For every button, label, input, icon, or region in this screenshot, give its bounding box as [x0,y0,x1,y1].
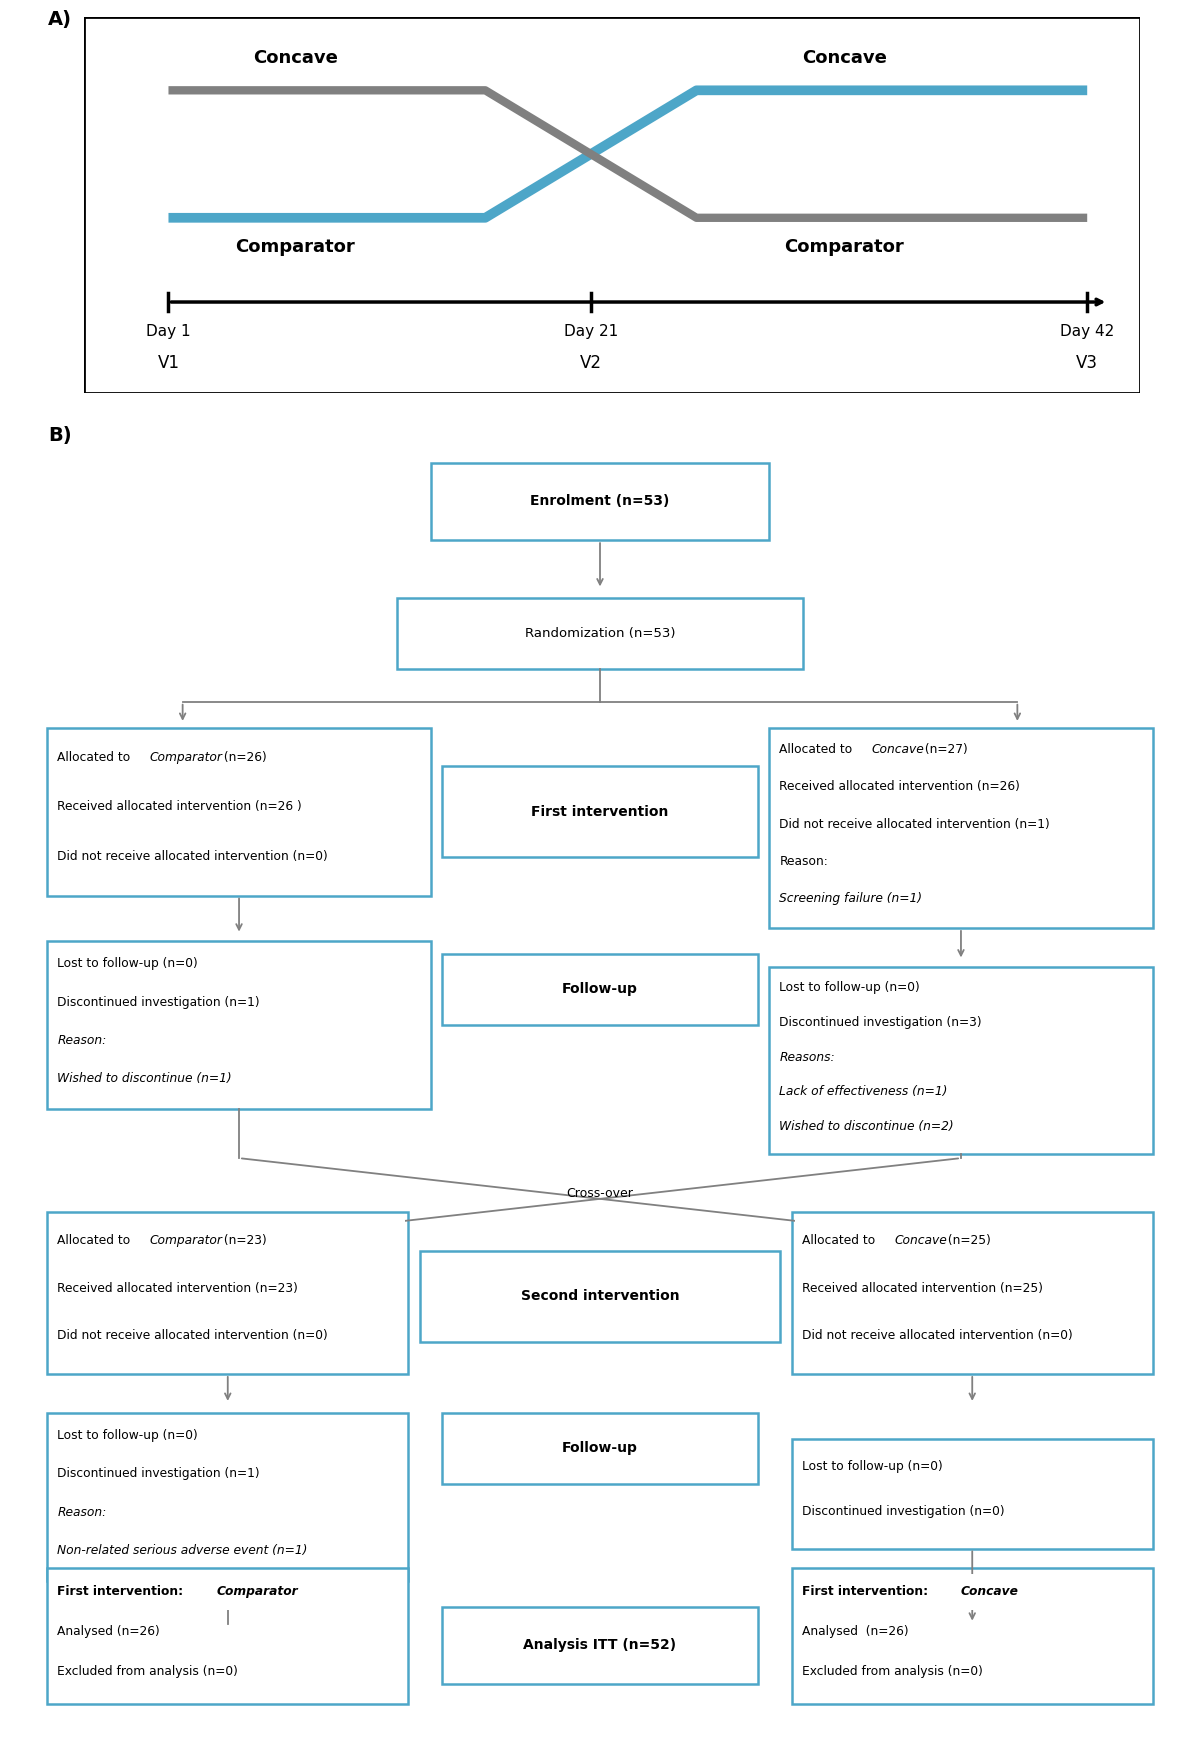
Text: Day 42: Day 42 [1060,325,1115,339]
Text: First intervention:: First intervention: [802,1585,932,1599]
Text: Wished to discontinue (n=1): Wished to discontinue (n=1) [58,1073,232,1085]
Text: Excluded from analysis (n=0): Excluded from analysis (n=0) [58,1665,239,1679]
Text: Concave: Concave [894,1235,947,1247]
FancyBboxPatch shape [442,1413,758,1483]
Text: Comparator: Comparator [216,1585,298,1599]
Text: Allocated to: Allocated to [58,1235,134,1247]
FancyBboxPatch shape [47,1569,408,1703]
FancyBboxPatch shape [47,942,431,1109]
Text: Received allocated intervention (n=25): Received allocated intervention (n=25) [802,1282,1043,1295]
Text: (n=27): (n=27) [922,744,968,756]
Text: Reason:: Reason: [58,1506,107,1518]
Text: Concave: Concave [961,1585,1019,1599]
FancyBboxPatch shape [397,599,803,669]
FancyBboxPatch shape [769,966,1153,1155]
FancyBboxPatch shape [420,1251,780,1342]
Text: (n=23): (n=23) [221,1235,268,1247]
Text: Screening failure (n=1): Screening failure (n=1) [779,891,923,905]
FancyBboxPatch shape [50,1219,404,1263]
FancyBboxPatch shape [442,1607,758,1684]
Text: Allocated to Concave (n=27): Allocated to Concave (n=27) [779,744,956,756]
Text: Follow-up: Follow-up [562,982,638,996]
Text: Lack of effectiveness (n=1): Lack of effectiveness (n=1) [779,1085,948,1099]
Text: Comparator: Comparator [785,238,904,257]
Text: V1: V1 [157,355,180,372]
Text: Lost to follow-up (n=0): Lost to follow-up (n=0) [58,1429,198,1443]
Text: Reason:: Reason: [779,854,828,868]
Text: Lost to follow-up (n=0): Lost to follow-up (n=0) [58,957,198,970]
Text: Concave: Concave [802,49,887,68]
Text: Follow-up: Follow-up [562,1441,638,1455]
Text: Allocated to Comparator (n=23): Allocated to Comparator (n=23) [58,1235,254,1247]
FancyBboxPatch shape [769,728,1153,928]
Text: First intervention: First intervention [532,805,668,819]
Text: A): A) [48,10,72,30]
Text: Randomization (n=53): Randomization (n=53) [524,627,676,641]
Text: V2: V2 [580,355,602,372]
Text: Did not receive allocated intervention (n=0): Did not receive allocated intervention (… [58,849,328,863]
Text: Day 1: Day 1 [146,325,191,339]
Text: Allocated to: Allocated to [58,751,134,763]
Text: Analysed (n=26): Analysed (n=26) [58,1625,160,1639]
FancyBboxPatch shape [84,17,1140,393]
FancyBboxPatch shape [47,1212,408,1373]
Text: Cross-over: Cross-over [566,1186,634,1200]
Text: Comparator: Comparator [150,1235,222,1247]
Text: Concave: Concave [253,49,337,68]
FancyBboxPatch shape [792,1440,1153,1548]
Text: Day 21: Day 21 [564,325,618,339]
Text: Discontinued investigation (n=0): Discontinued investigation (n=0) [802,1506,1004,1518]
Text: Discontinued investigation (n=3): Discontinued investigation (n=3) [779,1015,982,1029]
FancyBboxPatch shape [47,1413,408,1581]
FancyBboxPatch shape [796,1219,1150,1263]
Text: Non-related serious adverse event (n=1): Non-related serious adverse event (n=1) [58,1544,308,1557]
FancyBboxPatch shape [431,463,769,540]
Text: Allocated to: Allocated to [802,1235,880,1247]
FancyBboxPatch shape [50,735,427,779]
FancyBboxPatch shape [442,767,758,858]
Text: Allocated to: Allocated to [779,744,857,756]
FancyBboxPatch shape [442,954,758,1025]
FancyBboxPatch shape [796,1574,1150,1609]
Text: Enrolment (n=53): Enrolment (n=53) [530,494,670,508]
Text: V3: V3 [1076,355,1098,372]
Text: Lost to follow-up (n=0): Lost to follow-up (n=0) [779,982,920,994]
Text: First intervention: Comparator: First intervention: Comparator [58,1585,270,1599]
Text: Discontinued investigation (n=1): Discontinued investigation (n=1) [58,996,260,1008]
Text: Second intervention: Second intervention [521,1289,679,1303]
Text: (n=25): (n=25) [943,1235,990,1247]
FancyBboxPatch shape [792,1569,1153,1703]
Text: First intervention: Concave: First intervention: Concave [802,1585,990,1599]
Text: Comparator: Comparator [235,238,355,257]
Text: B): B) [48,426,72,445]
Text: Received allocated intervention (n=26): Received allocated intervention (n=26) [779,781,1020,793]
Text: Received allocated intervention (n=23): Received allocated intervention (n=23) [58,1282,299,1295]
FancyBboxPatch shape [773,734,1150,767]
Text: Discontinued investigation (n=1): Discontinued investigation (n=1) [58,1467,260,1480]
FancyBboxPatch shape [47,728,431,896]
FancyBboxPatch shape [50,1574,404,1609]
Text: Analysed  (n=26): Analysed (n=26) [802,1625,908,1639]
Text: Analysis ITT (n=52): Analysis ITT (n=52) [523,1639,677,1653]
Text: Concave: Concave [871,744,924,756]
Text: Wished to discontinue (n=2): Wished to discontinue (n=2) [779,1120,954,1134]
Text: Reason:: Reason: [58,1034,107,1046]
Text: (n=26): (n=26) [221,751,268,763]
Text: Excluded from analysis (n=0): Excluded from analysis (n=0) [802,1665,983,1679]
Text: Did not receive allocated intervention (n=0): Did not receive allocated intervention (… [58,1329,328,1342]
Text: Allocated to Concave (n=25): Allocated to Concave (n=25) [802,1235,979,1247]
Text: Allocated to Comparator (n=26): Allocated to Comparator (n=26) [58,751,254,763]
Text: First intervention:: First intervention: [58,1585,188,1599]
Text: Reasons:: Reasons: [779,1050,835,1064]
Text: Did not receive allocated intervention (n=0): Did not receive allocated intervention (… [802,1329,1073,1342]
FancyBboxPatch shape [792,1212,1153,1373]
Text: Received allocated intervention (n=26 ): Received allocated intervention (n=26 ) [58,800,302,812]
Text: Lost to follow-up (n=0): Lost to follow-up (n=0) [802,1460,943,1473]
Text: Did not receive allocated intervention (n=1): Did not receive allocated intervention (… [779,818,1050,830]
Text: Comparator: Comparator [150,751,222,763]
